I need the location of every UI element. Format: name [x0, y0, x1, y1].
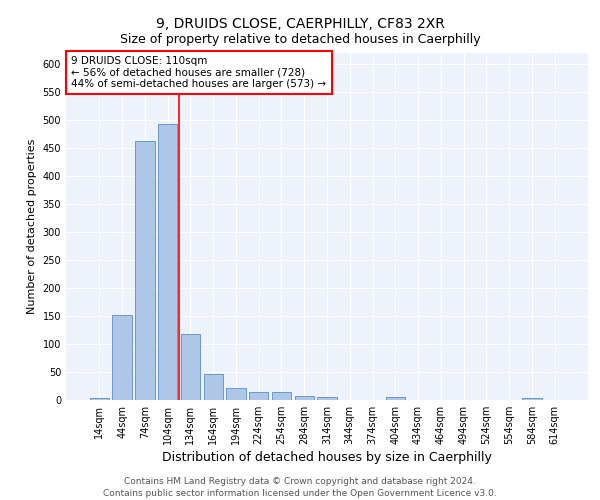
Text: 9, DRUIDS CLOSE, CAERPHILLY, CF83 2XR: 9, DRUIDS CLOSE, CAERPHILLY, CF83 2XR: [155, 18, 445, 32]
Bar: [181, 334, 200, 400]
Bar: [90, 398, 109, 400]
Bar: [317, 397, 337, 400]
Text: Contains HM Land Registry data © Crown copyright and database right 2024.
Contai: Contains HM Land Registry data © Crown c…: [103, 476, 497, 498]
X-axis label: Distribution of detached houses by size in Caerphilly: Distribution of detached houses by size …: [162, 451, 492, 464]
Bar: [249, 392, 268, 400]
Bar: [295, 396, 314, 400]
Bar: [135, 141, 155, 400]
Bar: [386, 397, 405, 400]
Bar: [226, 388, 245, 400]
Text: 9 DRUIDS CLOSE: 110sqm
← 56% of detached houses are smaller (728)
44% of semi-de: 9 DRUIDS CLOSE: 110sqm ← 56% of detached…: [71, 56, 326, 89]
Y-axis label: Number of detached properties: Number of detached properties: [27, 138, 37, 314]
Bar: [272, 392, 291, 400]
Bar: [522, 398, 542, 400]
Text: Size of property relative to detached houses in Caerphilly: Size of property relative to detached ho…: [119, 32, 481, 46]
Bar: [112, 315, 132, 400]
Bar: [203, 374, 223, 400]
Bar: [158, 124, 178, 400]
